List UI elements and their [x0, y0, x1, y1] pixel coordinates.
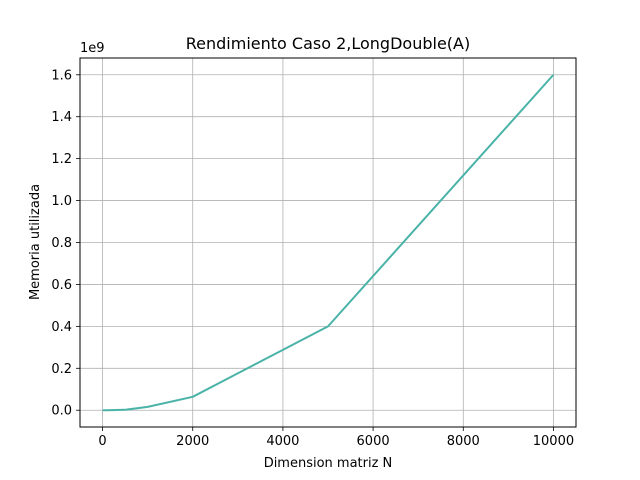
series-line: [102, 74, 555, 412]
x-tick-label: 0: [98, 434, 106, 449]
y-tick-label: 0.6: [51, 278, 72, 293]
x-axis-ticks: 0 2000 4000 6000 8000 10000: [98, 427, 574, 449]
y-tick-label: 0.2: [51, 362, 72, 377]
y-tick-label: 1.4: [51, 110, 72, 125]
series-layer: [102, 74, 555, 412]
y-tick-label: 1.0: [51, 194, 72, 209]
y-tick-label: 1.6: [51, 68, 72, 83]
y-offset-label: 1e9: [80, 41, 105, 56]
chart-title: Rendimiento Caso 2,LongDouble(A): [186, 34, 470, 53]
x-tick-label: 2000: [176, 434, 209, 449]
x-tick-label: 6000: [357, 434, 390, 449]
y-axis-ticks: 0.0 0.2 0.4 0.6 0.8 1.0 1.2 1.4 1.6: [51, 68, 80, 419]
grid: [80, 58, 576, 427]
x-tick-label: 10000: [533, 434, 574, 449]
y-tick-label: 0.4: [51, 320, 72, 335]
y-tick-label: 0.8: [51, 236, 72, 251]
x-tick-label: 8000: [447, 434, 480, 449]
y-tick-label: 1.2: [51, 152, 72, 167]
y-axis-label: Memoria utilizada: [28, 184, 43, 300]
x-axis-label: Dimension matriz N: [264, 456, 393, 471]
y-tick-label: 0.0: [51, 404, 72, 419]
x-tick-label: 4000: [266, 434, 299, 449]
